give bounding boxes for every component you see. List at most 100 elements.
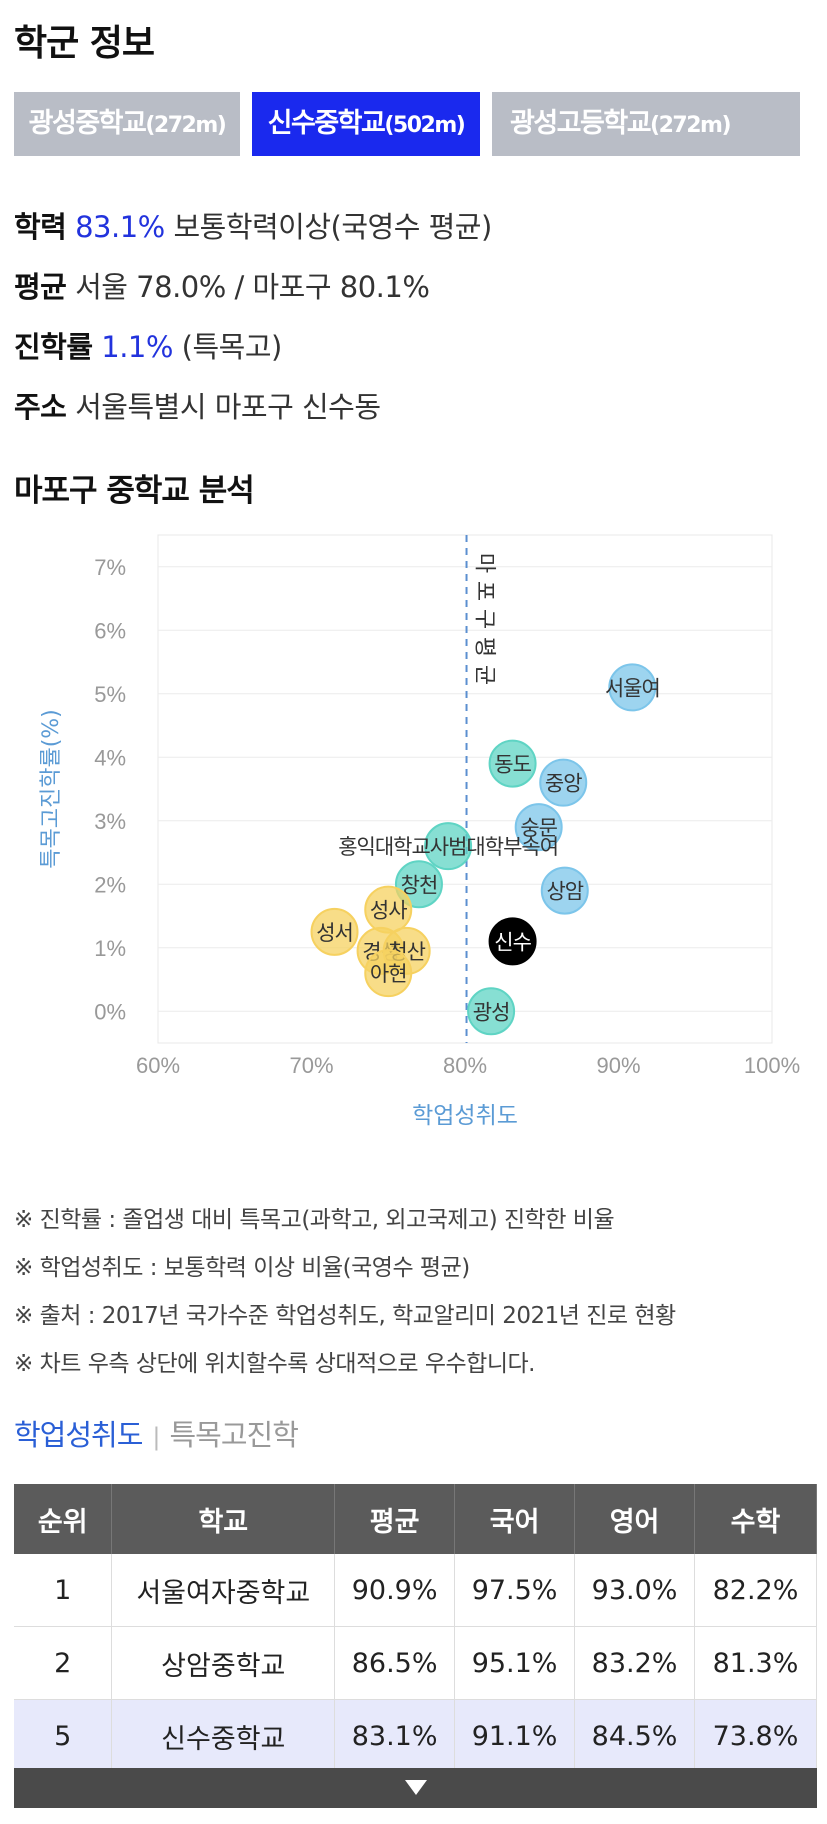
cell-math: 81.3% xyxy=(694,1626,817,1700)
table-header-row: 순위 학교 평균 국어 영어 수학 xyxy=(14,1484,817,1554)
y-tick-label: 5% xyxy=(94,682,126,707)
tab-school-1[interactable]: 광성중학교(272m) xyxy=(14,92,240,156)
y-tick-label: 1% xyxy=(94,936,126,961)
cell-english: 84.5% xyxy=(574,1699,696,1773)
scatter-point xyxy=(540,866,589,915)
cell-korean: 91.1% xyxy=(454,1699,576,1773)
point-label: 동도 xyxy=(494,753,531,777)
cell-rank: 1 xyxy=(14,1554,113,1627)
school-tabs: 광성중학교(272m) 신수중학교(502m) 광성고등학교(272m) xyxy=(14,92,827,156)
tab-label: 광성고등학교 xyxy=(510,108,652,139)
y-tick-label: 0% xyxy=(94,999,126,1024)
info-text: 보통학력이상(국영수 평균) xyxy=(173,210,492,244)
header-rank: 순위 xyxy=(14,1484,113,1554)
header-korean: 국어 xyxy=(454,1484,576,1554)
achievement-value: 83.1% xyxy=(75,210,165,244)
point-label: 광성 xyxy=(473,1000,510,1024)
scatter-point xyxy=(514,803,563,852)
tab-school-2[interactable]: 신수중학교(502m) xyxy=(252,92,480,156)
cell-english: 93.0% xyxy=(574,1554,696,1627)
info-average: 평균 서울 78.0% / 마포구 80.1% xyxy=(14,264,430,306)
scatter-point xyxy=(364,949,413,998)
tab-distance: (272m) xyxy=(650,113,731,138)
tab-label: 신수중학교 xyxy=(267,108,386,139)
point-label: 상암 xyxy=(546,880,583,904)
info-address: 주소 서울특별시 마포구 신수동 xyxy=(14,384,381,426)
scatter-point xyxy=(488,739,537,788)
scatter-chart: 0% 1% 2% 3% 4% 5% 6% 7% 60% 70% 80% 90% 100% 학업성취도 특목고… xyxy=(39,534,800,1129)
x-axis-label: 학업성취도 xyxy=(412,1103,518,1129)
y-axis-label: 특목고진학률(%) xyxy=(39,709,64,869)
info-text: (특목고) xyxy=(181,330,283,364)
table-row: 2 상암중학교 86.5% 95.1% 83.2% 81.3% xyxy=(14,1626,817,1700)
cell-rank: 5 xyxy=(14,1699,113,1773)
cell-school: 신수중학교 xyxy=(111,1699,336,1773)
x-tick-label: 60% xyxy=(136,1053,180,1078)
cell-english: 83.2% xyxy=(574,1626,696,1700)
header-school: 학교 xyxy=(111,1484,336,1554)
cell-average: 86.5% xyxy=(334,1626,456,1700)
plot-area xyxy=(157,534,773,1044)
reference-line-label-char: 구 xyxy=(472,609,497,629)
info-label: 주소 xyxy=(14,390,67,424)
table-row: 1 서울여자중학교 90.9% 97.5% 93.0% 82.2% xyxy=(14,1554,817,1627)
header-average: 평균 xyxy=(334,1484,456,1554)
cell-math: 73.8% xyxy=(694,1699,817,1773)
cell-korean: 97.5% xyxy=(454,1554,576,1627)
info-label: 학력 xyxy=(14,210,67,244)
scatter-point xyxy=(608,663,657,712)
expand-table-button[interactable] xyxy=(14,1768,817,1808)
section-title: 마포구 중학교 분석 xyxy=(14,473,255,509)
tab-distance: (272m) xyxy=(145,113,226,138)
info-label: 진학률 xyxy=(14,330,93,364)
point-label: 창천 xyxy=(401,873,438,897)
point-label: 숭문 xyxy=(520,816,557,840)
subtab-special-school[interactable]: 특목고진학 xyxy=(169,1418,299,1452)
point-label: 성사 xyxy=(370,899,407,923)
point-label: 아현 xyxy=(370,962,407,986)
point-label: 신수 xyxy=(494,930,531,954)
y-tick-label: 3% xyxy=(94,809,126,834)
info-text: 서울 78.0% / 마포구 80.1% xyxy=(75,270,430,304)
reference-line-label-char: 균 xyxy=(472,665,497,685)
table-row-highlighted: 5 신수중학교 83.1% 91.1% 84.5% 73.8% xyxy=(14,1699,817,1773)
subtab-separator: | xyxy=(152,1423,160,1451)
scatter-point xyxy=(488,917,537,966)
y-tick-label: 6% xyxy=(94,618,126,643)
chevron-down-icon xyxy=(404,1780,427,1795)
y-tick-label: 7% xyxy=(94,555,126,580)
note: ※ 학업성취도 : 보통학력 이상 비율(국영수 평균) xyxy=(14,1255,470,1281)
info-label: 평균 xyxy=(14,270,67,304)
subtab-achievement[interactable]: 학업성취도 xyxy=(14,1418,143,1452)
y-tick-label: 4% xyxy=(94,745,126,770)
cell-korean: 95.1% xyxy=(454,1626,576,1700)
info-achievement: 학력 83.1% 보통학력이상(국영수 평균) xyxy=(14,204,492,246)
info-advancement: 진학률 1.1% (특목고) xyxy=(14,324,282,366)
reference-line-label-char: 마 xyxy=(472,553,497,573)
x-tick-label: 100% xyxy=(744,1053,800,1078)
point-label: 홍익대학교사범대학부속여 xyxy=(338,835,558,859)
cell-math: 82.2% xyxy=(694,1554,817,1627)
point-label: 서울여 xyxy=(605,676,660,700)
point-label: 중앙 xyxy=(545,772,582,796)
ranking-subtabs: 학업성취도 | 특목고진학 xyxy=(14,1412,299,1454)
x-tick-label: 80% xyxy=(443,1053,487,1078)
cell-school: 서울여자중학교 xyxy=(111,1554,336,1627)
x-tick-label: 70% xyxy=(289,1053,333,1078)
cell-average: 90.9% xyxy=(334,1554,456,1627)
reference-line-label-char: 평 xyxy=(472,637,497,657)
point-label: 성서 xyxy=(316,921,353,945)
tab-distance: (502m) xyxy=(384,113,465,138)
scatter-point xyxy=(424,822,473,871)
ranking-table: 순위 학교 평균 국어 영어 수학 1 서울여자중학교 90.9% 97.5% … xyxy=(14,1484,817,1773)
y-tick-label: 2% xyxy=(94,872,126,897)
page-title: 학군 정보 xyxy=(14,23,155,64)
x-tick-label: 90% xyxy=(596,1053,640,1078)
advancement-value: 1.1% xyxy=(101,330,173,364)
note: ※ 진학률 : 졸업생 대비 특목고(과학고, 외고국제고) 진학한 비율 xyxy=(14,1207,615,1233)
scatter-point xyxy=(539,758,588,807)
tab-label: 광성중학교 xyxy=(28,108,147,139)
note: ※ 차트 우측 상단에 위치할수록 상대적으로 우수합니다. xyxy=(14,1351,535,1377)
info-text: 서울특별시 마포구 신수동 xyxy=(75,390,381,424)
tab-school-3[interactable]: 광성고등학교(272m) xyxy=(492,92,800,156)
